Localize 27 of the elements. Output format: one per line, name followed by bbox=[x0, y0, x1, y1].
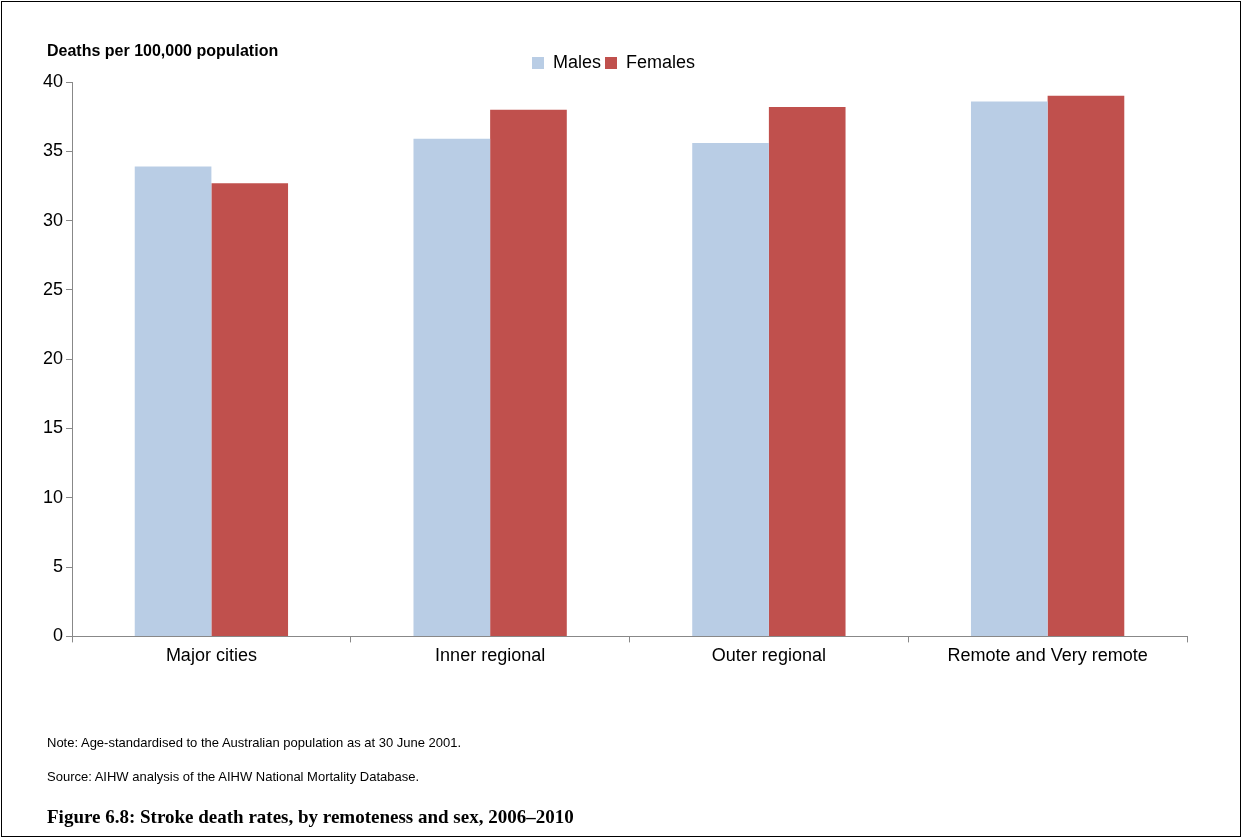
bar bbox=[1047, 95, 1125, 636]
y-tick-label: 20 bbox=[42, 348, 64, 369]
bar bbox=[490, 109, 567, 636]
bar bbox=[768, 106, 846, 636]
bar bbox=[970, 101, 1048, 636]
text: Note: Age-standardised to the Australian population as at 30 June 2001. bbox=[47, 735, 462, 750]
y-tick-label: 5 bbox=[53, 556, 64, 577]
bar bbox=[413, 138, 491, 636]
y-tick-label: 30 bbox=[42, 209, 64, 230]
bar bbox=[211, 183, 289, 636]
y-tick-label: 15 bbox=[42, 417, 64, 438]
legend-label: Males bbox=[552, 51, 601, 72]
x-tick-label: Outer regional bbox=[711, 645, 826, 666]
text: Figure 6.8: Stroke death rates, by remoteness and sex, 2006–2010 bbox=[47, 806, 574, 828]
y-tick-label: 10 bbox=[42, 486, 64, 507]
y-tick-label: 0 bbox=[53, 625, 64, 646]
bar bbox=[134, 166, 212, 636]
source-note: Source: AIHW analysis of the AIHW National Mortality Database. bbox=[47, 769, 421, 784]
y-tick-label: 40 bbox=[42, 70, 64, 91]
legend-label: Females bbox=[626, 51, 696, 72]
y-tick-label: 35 bbox=[42, 140, 64, 161]
x-tick-label: Major cities bbox=[165, 645, 257, 666]
x-tick-label: Remote and Very remote bbox=[947, 645, 1148, 666]
y-axis-title: Deaths per 100,000 population bbox=[47, 42, 279, 60]
x-tick-label: Inner regional bbox=[435, 645, 546, 666]
bar bbox=[692, 142, 769, 636]
y-tick-label: 25 bbox=[42, 278, 64, 299]
